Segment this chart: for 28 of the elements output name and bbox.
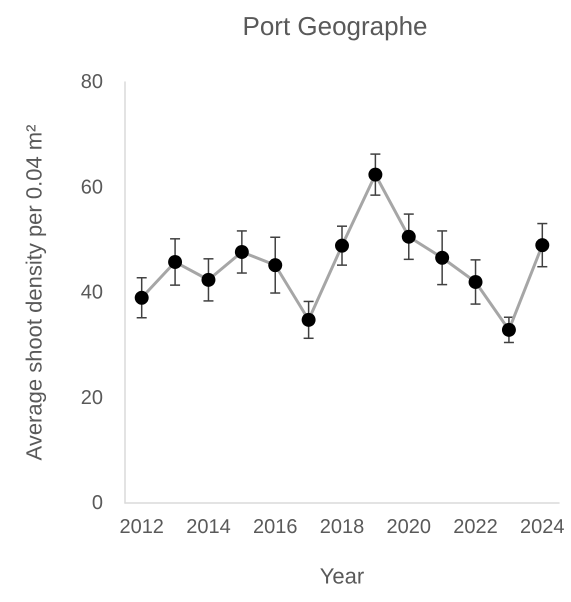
y-tick-label: 80 [80,71,103,93]
y-tick-label: 60 [80,176,103,198]
y-tick-label: 40 [80,282,103,304]
point [234,244,249,259]
point [168,254,182,269]
point [468,274,483,289]
x-tick-label: 2018 [320,516,364,538]
point [402,230,416,244]
point [535,238,550,252]
point [134,290,149,305]
point [368,168,382,182]
chart-title: Port Geographe [242,11,428,41]
x-tick-label: 2014 [186,516,231,538]
y-axis-title: Average shoot density per 0.04 m² [22,124,46,460]
point [335,238,349,253]
point [201,272,216,287]
y-tick-label: 20 [80,386,103,409]
x-tick-label: 2012 [119,516,164,538]
x-tick-label: 2022 [453,516,498,538]
x-axis-title: Year [320,564,364,588]
point [302,312,316,327]
x-tick-label: 2016 [252,516,298,538]
point [435,250,450,265]
point [268,258,282,272]
x-tick-label: 2024 [520,516,565,538]
x-tick-label: 2020 [386,516,432,538]
y-tick-label: 0 [92,492,103,514]
point [502,322,516,337]
